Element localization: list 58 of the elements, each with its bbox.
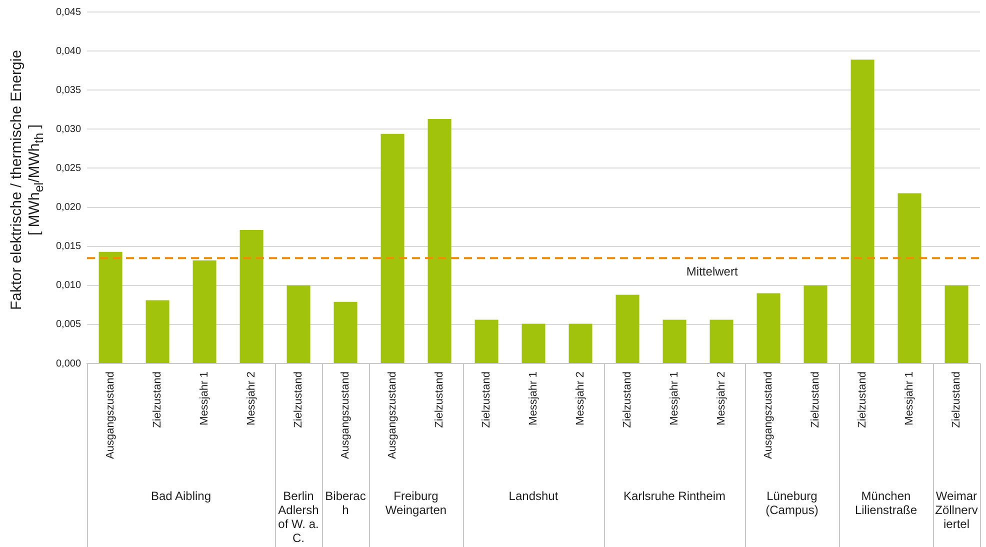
- bar: [944, 285, 968, 364]
- bar: [568, 324, 592, 364]
- bar: [146, 300, 170, 364]
- text: Karlsruhe Rintheim: [622, 488, 727, 503]
- bar: [474, 320, 498, 364]
- y-tick-label: 0,015: [56, 241, 82, 252]
- x-tick-label: Messjahr 2: [716, 372, 728, 426]
- bar: [710, 320, 734, 364]
- bar: [192, 260, 216, 364]
- x-tick-label: Zielzustand: [152, 372, 164, 428]
- bar: [898, 193, 922, 364]
- text: Landshut: [508, 488, 560, 503]
- bar: [756, 293, 780, 364]
- x-tick-label: Ausgangszustand: [762, 372, 775, 459]
- x-tick-label: Zielzustand: [622, 372, 634, 428]
- x-tick-label: Zielzustand: [950, 372, 963, 428]
- bar: [334, 302, 358, 364]
- x-tick-label: Ausgangszustand: [104, 372, 117, 459]
- text: Freiburg Weingarten: [384, 488, 448, 517]
- x-tick-label: Messjahr 1: [528, 372, 540, 426]
- y-tick-label: 0,040: [56, 46, 82, 57]
- bar: [616, 294, 640, 364]
- ref-line-label: Mittelwert: [686, 264, 738, 278]
- y-tick-label: 0,045: [56, 6, 82, 18]
- bar: [428, 119, 452, 364]
- x-tick-label: Messjahr 2: [246, 372, 258, 426]
- x-tick-label: Messjahr 1: [198, 372, 211, 426]
- x-tick-label: Zielzustand: [434, 372, 446, 428]
- text: München Lilienstraße: [854, 488, 918, 517]
- x-tick-label: Zielzustand: [810, 372, 822, 428]
- bar: [286, 285, 310, 364]
- text: Weimar Zöllnerviertel: [935, 488, 978, 531]
- x-tick-label: Zielzustand: [292, 372, 305, 428]
- x-tick-label: Ausgangszustand: [386, 372, 399, 459]
- bar: [850, 60, 874, 364]
- text: Bad Aibling: [150, 488, 212, 503]
- x-tick-label: Ausgangszustand: [340, 372, 352, 459]
- text: Lüneburg (Campus): [764, 488, 820, 517]
- y-tick-label: 0,025: [56, 162, 82, 174]
- bar: [98, 252, 122, 364]
- x-tick-label: Zielzustand: [856, 372, 869, 428]
- y-tick-label: 0,030: [56, 124, 82, 135]
- text: Berlin Adlershof W. a. C.: [277, 488, 320, 545]
- y-tick-label: 0,000: [56, 358, 82, 370]
- text: Biberach: [324, 488, 367, 517]
- x-tick-label: Messjahr 2: [574, 372, 587, 426]
- y-tick-label: 0,020: [56, 202, 82, 214]
- y-tick-label: 0,035: [56, 84, 82, 96]
- bar: [380, 134, 404, 364]
- x-tick-label: Messjahr 1: [904, 372, 916, 426]
- bar: [240, 230, 264, 364]
- bar: [522, 324, 546, 364]
- y-tick-label: 0,010: [56, 280, 82, 292]
- y-tick-label: 0,005: [56, 319, 82, 330]
- x-tick-label: Messjahr 1: [668, 372, 681, 426]
- x-tick-label: Zielzustand: [480, 372, 493, 428]
- bar: [662, 320, 686, 364]
- bar: [804, 285, 828, 364]
